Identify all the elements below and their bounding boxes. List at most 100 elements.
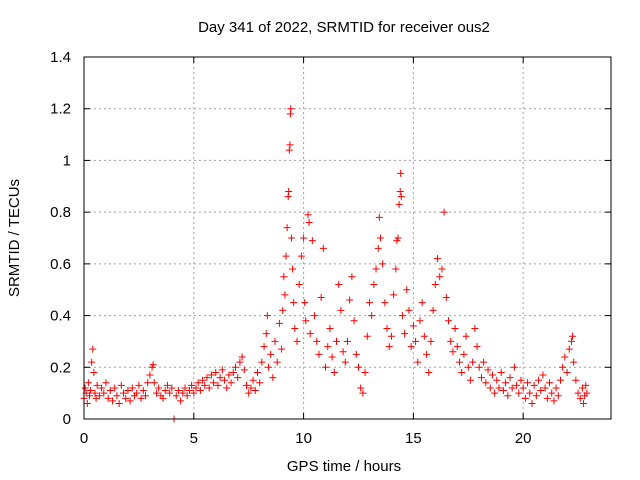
x-tick-label: 20 [515, 430, 532, 447]
data-point [344, 337, 351, 345]
data-point [291, 325, 299, 332]
data-point [565, 345, 573, 353]
data-point [172, 392, 180, 400]
data-point [537, 387, 545, 395]
data-point [135, 381, 143, 389]
data-point [550, 397, 558, 405]
data-point [115, 399, 123, 407]
data-point [570, 358, 578, 366]
data-point [278, 345, 286, 353]
data-point [397, 193, 405, 201]
data-point [128, 384, 136, 392]
data-point [341, 358, 349, 366]
data-point [308, 237, 316, 245]
data-point [427, 337, 435, 345]
data-point [280, 273, 288, 281]
data-point [203, 374, 211, 382]
data-point [196, 387, 204, 395]
data-point [572, 376, 580, 384]
data-point [482, 379, 490, 387]
data-point [218, 366, 226, 374]
data-point [420, 332, 428, 340]
data-point [104, 394, 112, 402]
data-point [442, 293, 450, 301]
grid-lines [84, 57, 611, 419]
data-point [352, 350, 360, 358]
data-point [541, 384, 549, 392]
data-point [286, 141, 294, 149]
data-point [409, 322, 417, 330]
data-point [269, 374, 277, 382]
y-tick-label: 1.4 [50, 49, 71, 66]
data-point [513, 381, 521, 389]
y-tick-label: 0.6 [50, 256, 71, 273]
data-point [234, 374, 242, 382]
data-point [88, 358, 96, 366]
data-point [554, 392, 562, 400]
data-point [401, 330, 409, 338]
data-point [455, 358, 463, 366]
data-point [267, 350, 275, 358]
data-point [322, 363, 330, 371]
data-point [124, 387, 132, 395]
data-point [372, 265, 380, 273]
data-point [253, 368, 261, 376]
data-point [279, 306, 287, 314]
data-point [313, 337, 321, 345]
data-point [528, 399, 536, 407]
data-point [247, 384, 255, 392]
data-point [139, 387, 147, 395]
data-point [561, 353, 569, 361]
data-point [493, 376, 501, 384]
data-point [283, 224, 291, 232]
data-point [559, 363, 567, 371]
data-point [301, 299, 309, 307]
data-point [109, 397, 117, 405]
data-point [199, 376, 207, 384]
data-point [319, 244, 327, 252]
data-point [194, 379, 202, 387]
data-point [445, 317, 453, 325]
data-point [159, 394, 167, 402]
data-point [449, 348, 457, 356]
chart-title: Day 341 of 2022, SRMTID for receiver ous… [198, 19, 490, 36]
data-point [491, 389, 499, 397]
data-point [375, 213, 383, 221]
data-point [223, 384, 231, 392]
data-point [98, 384, 106, 392]
data-point [181, 384, 189, 392]
data-point [453, 343, 461, 351]
data-point [188, 381, 196, 389]
data-point [328, 353, 336, 361]
data-point [333, 337, 341, 345]
data-point [90, 368, 98, 376]
data-point [376, 234, 384, 242]
data-point [530, 381, 538, 389]
data-point [436, 273, 444, 281]
data-point [251, 387, 259, 395]
y-tick-label: 0.4 [50, 308, 71, 325]
data-point [192, 384, 200, 392]
data-point [484, 366, 492, 374]
data-point [403, 286, 411, 294]
data-point [133, 389, 141, 397]
data-point [238, 353, 246, 361]
data-point [495, 384, 503, 392]
data-point [285, 146, 293, 154]
data-point [295, 281, 303, 289]
data-point [264, 363, 272, 371]
data-point [232, 363, 240, 371]
data-point [582, 381, 590, 389]
data-point [256, 379, 264, 387]
data-point [102, 379, 110, 387]
data-point [368, 312, 376, 320]
data-point [471, 325, 479, 332]
data-point [563, 368, 571, 376]
data-point [414, 358, 422, 366]
data-point [300, 234, 308, 242]
data-point [350, 317, 358, 325]
data-point [177, 397, 185, 405]
data-point [574, 389, 582, 397]
data-point [155, 384, 163, 392]
data-point [174, 387, 182, 395]
